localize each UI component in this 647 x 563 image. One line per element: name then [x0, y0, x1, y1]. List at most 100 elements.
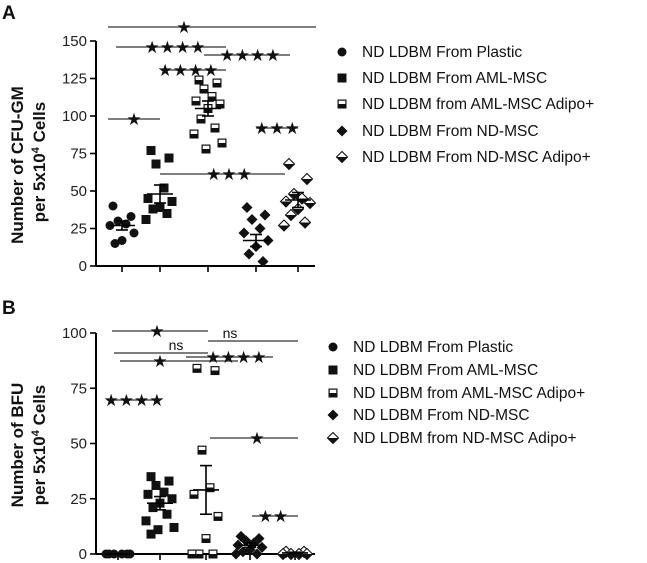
significance-label: ★★★★ — [220, 46, 281, 66]
data-point — [141, 516, 151, 526]
data-point — [129, 228, 139, 238]
data-point — [210, 366, 220, 376]
data-point — [148, 204, 158, 214]
panel-b-ylabel-sup: 4 — [30, 429, 42, 436]
legend-label: ND LDBM From AML-MSC — [362, 70, 547, 87]
panel-b-ylabel-line2-start: per 5x10 — [30, 436, 49, 505]
panel-b: B Number of BFU per 5x104 Cells 0 25 50 75 1… — [2, 298, 585, 563]
significance-label: ★ — [126, 110, 141, 130]
data-point — [159, 183, 169, 193]
legend-marker — [337, 47, 347, 57]
data-point — [143, 489, 153, 499]
panel-a-ylabel-line2-end: Cells — [30, 102, 49, 147]
legend-marker — [337, 99, 347, 109]
y-tick-label: 75 — [70, 380, 87, 397]
data-point — [196, 114, 206, 124]
panel-b-ylabel-line2-end: Cells — [30, 385, 49, 430]
data-point — [241, 202, 253, 213]
data-point — [151, 480, 161, 490]
data-point — [201, 534, 211, 544]
data-point — [199, 84, 209, 94]
data-point — [108, 201, 118, 211]
legend-label: ND LDBM From Plastic — [353, 339, 513, 356]
legend-marker — [326, 431, 340, 445]
panel-b-legend: ND LDBM From Plastic ND LDBM From AML-MSC… — [326, 339, 585, 447]
legend-label: ND LDBM From ND-MSC — [362, 123, 539, 140]
legend-label: ND LDBM from AML-MSC Adipo+ — [353, 385, 585, 402]
panel-a-points — [105, 75, 317, 267]
data-point — [257, 256, 269, 267]
panel-a-ylabel-sup: 4 — [30, 146, 42, 153]
data-point — [194, 75, 204, 85]
significance-label: ns — [223, 325, 238, 341]
y-tick-label: 75 — [70, 146, 87, 163]
data-point — [254, 223, 266, 234]
data-point — [208, 549, 218, 559]
y-tick-label: 100 — [62, 325, 87, 342]
data-point — [277, 219, 291, 232]
data-point — [210, 123, 220, 133]
legend-marker — [328, 388, 338, 398]
data-point — [143, 194, 153, 203]
legend-marker — [336, 125, 348, 137]
significance-label: ★ — [152, 352, 167, 372]
significance-label: ★★★★ — [206, 348, 267, 368]
legend-label: ND LDBM from AML-MSC Adipo+ — [362, 96, 594, 113]
data-point — [141, 215, 151, 224]
y-tick-label: 150 — [62, 33, 87, 50]
data-point — [164, 153, 174, 163]
panel-a-significance: ★★★★★★★★★★★★★★★★★★★★ — [108, 18, 316, 185]
data-point — [298, 216, 312, 229]
significance-label: ★ — [176, 18, 191, 38]
data-point — [212, 78, 222, 88]
data-point — [189, 489, 199, 499]
data-point — [238, 227, 250, 239]
significance-label: ★★★★ — [158, 61, 219, 81]
data-point — [167, 494, 177, 504]
data-point — [146, 146, 156, 155]
data-point — [259, 209, 271, 221]
legend-marker — [335, 150, 349, 164]
y-tick-label: 0 — [79, 546, 87, 563]
significance-label: ★★★ — [254, 119, 300, 139]
data-point — [164, 476, 174, 486]
data-point — [189, 129, 199, 139]
data-point — [197, 445, 207, 455]
data-point — [192, 363, 202, 373]
legend-marker — [328, 365, 338, 375]
y-tick-label: 100 — [62, 108, 87, 125]
legend-label: ND LDBM From Plastic — [362, 44, 522, 61]
legend-marker — [327, 409, 339, 421]
data-point — [246, 214, 258, 225]
data-point — [159, 487, 169, 497]
data-point — [213, 511, 223, 521]
data-point — [148, 503, 158, 513]
y-tick-label: 25 — [70, 221, 87, 238]
data-point — [153, 525, 163, 535]
panel-a-ylabel-line2-start: per 5x10 — [30, 153, 49, 222]
data-point — [217, 138, 227, 148]
data-point — [117, 236, 127, 245]
data-point — [167, 197, 177, 206]
data-point — [155, 203, 165, 212]
panel-a-axes: 0 25 50 75 100 125 150 — [62, 33, 315, 275]
data-point — [279, 195, 293, 208]
data-point — [230, 548, 242, 560]
panel-a-ylabel-line2: per 5x104 Cells — [30, 102, 49, 222]
legend-label: ND LDBM from ND-MSC Adipo+ — [353, 430, 577, 447]
legend-label: ND LDBM From AML-MSC — [353, 362, 538, 379]
data-point — [162, 509, 172, 519]
data-point — [126, 212, 136, 221]
significance-label: ★★ — [258, 507, 288, 527]
significance-label: ★★★★ — [145, 38, 206, 58]
panel-a: A Number of CFU-GM per 5x104 Cells 0 25 50… — [2, 3, 594, 275]
significance-label: ★★★★ — [104, 391, 165, 411]
data-point — [284, 208, 298, 222]
y-tick-label: 125 — [62, 71, 87, 88]
legend-label: ND LDBM From ND-MSC Adipo+ — [362, 149, 591, 166]
data-point — [146, 472, 156, 482]
panel-b-ylabel-line1: Number of BFU — [8, 383, 27, 508]
y-tick-label: 50 — [70, 436, 87, 453]
panel-b-points — [101, 363, 314, 561]
